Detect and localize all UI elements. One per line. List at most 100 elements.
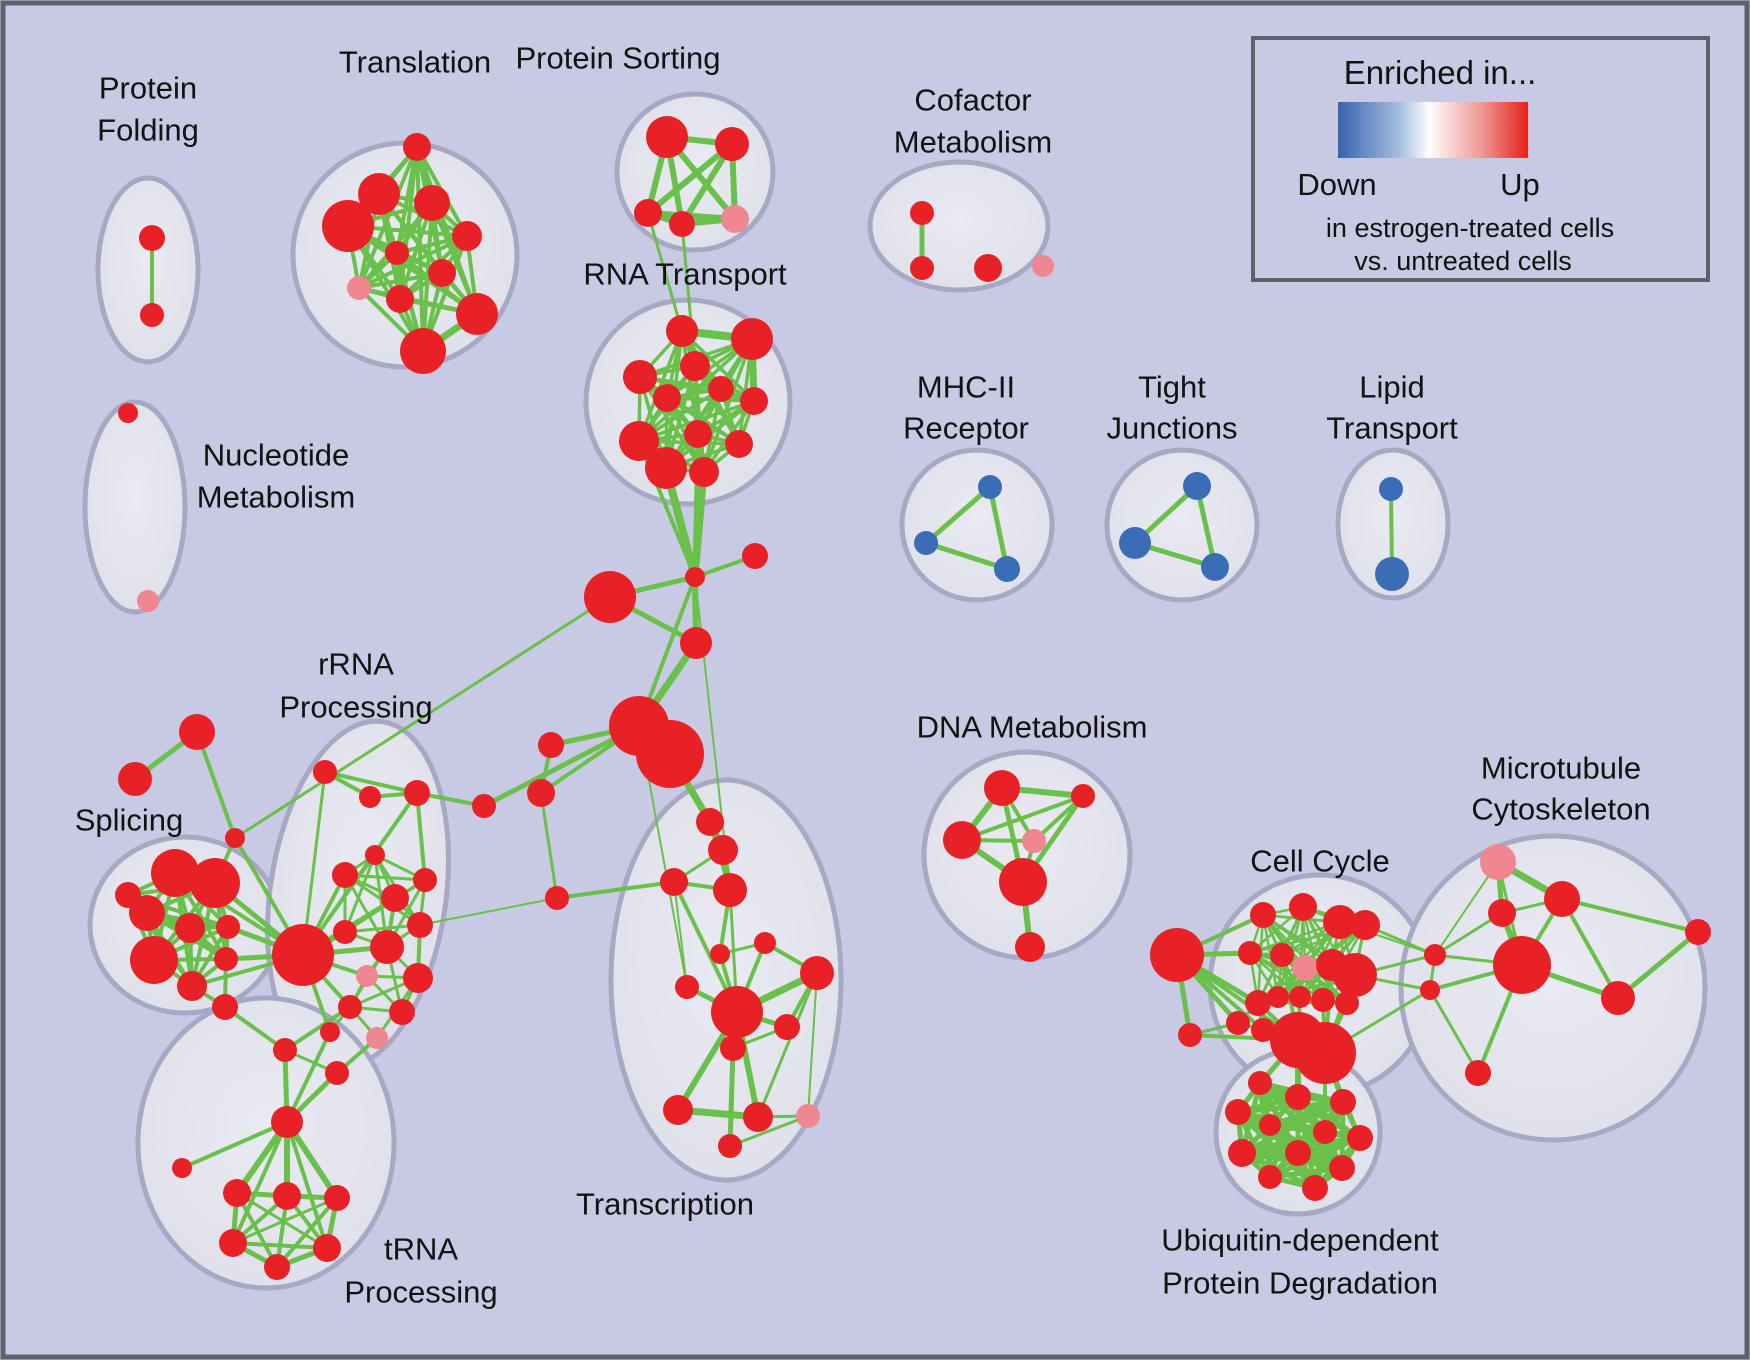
gene-set-node-translation: [414, 185, 450, 221]
cluster-ellipse-cofactor-metabolism: [867, 159, 1051, 293]
edge-rna-transport: [665, 396, 756, 403]
cluster-label-lipid-transport: Lipid: [1359, 370, 1425, 405]
edge-microtubule-cytoskeleton: [1428, 988, 1480, 1075]
edge-intercluster: [692, 431, 701, 580]
gene-set-node-cell-cycle: [1178, 1023, 1202, 1047]
gene-set-node-cell-cycle: [1289, 986, 1311, 1008]
gene-set-node-translation: [428, 259, 456, 287]
edge-microtubule-cytoskeleton: [1560, 897, 1620, 1000]
edge-intercluster: [283, 1005, 352, 1052]
gene-set-node-ubiquitin-degradation: [1329, 1155, 1355, 1181]
gene-set-node-cofactor-metabolism: [910, 256, 934, 280]
gene-set-node-nucleotide-metabolism: [118, 403, 138, 423]
gene-set-node-microtubule-cytoskeleton: [1685, 919, 1711, 945]
legend-caption-line1: in estrogen-treated cells: [1326, 213, 1614, 243]
gene-set-node-transcription: [754, 932, 776, 954]
gene-set-node-rrna-processing: [356, 965, 378, 987]
legend-up-label: Up: [1500, 167, 1540, 202]
gene-set-node-microtubule-cytoskeleton: [1465, 1060, 1491, 1086]
gene-set-node-ubiquitin-degradation: [1347, 1125, 1373, 1151]
gene-set-node-splicing: [216, 915, 240, 939]
gene-set-node-ubiquitin-degradation: [1225, 1099, 1251, 1125]
gene-set-node-cell-cycle: [1333, 953, 1377, 997]
cluster-ellipse-mhc-ii-receptor: [899, 447, 1055, 603]
gene-set-node-ubiquitin-degradation: [1285, 1084, 1311, 1110]
edge-intercluster: [646, 211, 684, 333]
gene-set-node-transcription: [796, 1104, 820, 1128]
edge-intercluster: [419, 897, 558, 926]
gene-set-node-rrna-processing: [381, 884, 409, 912]
gene-set-node-transcription: [720, 1035, 746, 1061]
cluster-label-rrna-processing: Processing: [279, 690, 432, 725]
gene-set-node-lipid-transport: [1375, 557, 1409, 591]
gene-set-node-tight-junctions: [1183, 472, 1211, 500]
gene-set-node-dna-metabolism: [1071, 784, 1095, 808]
gene-set-node-rrna-processing: [413, 868, 437, 892]
edge-mhc-ii-receptor: [987, 484, 1010, 572]
legend-down-label: Down: [1297, 167, 1376, 202]
cluster-label-protein-sorting: Protein Sorting: [515, 41, 720, 76]
gene-set-node-splicing: [214, 947, 238, 971]
gene-set-node-rrna-processing: [338, 995, 362, 1019]
gene-set-node-trna-processing: [325, 1061, 349, 1085]
edge-microtubule-cytoskeleton: [1560, 897, 1700, 934]
gene-set-node-transcription: [743, 1102, 773, 1132]
edge-dna-metabolism: [960, 794, 1085, 842]
gene-set-node-dna-metabolism: [999, 858, 1047, 906]
gene-set-node-protein-sorting: [634, 199, 662, 227]
gene-set-node-rrna-processing: [407, 912, 433, 938]
edge-backbone: [195, 730, 237, 840]
gene-set-node-microtubule-cytoskeleton: [1488, 899, 1516, 927]
gene-set-node-trna-processing: [273, 1182, 301, 1210]
edge-trna-processing: [231, 1196, 339, 1245]
cluster-label-transcription: Transcription: [576, 1187, 754, 1222]
gene-set-node-transcription: [660, 868, 688, 896]
gene-set-node-backbone: [538, 732, 564, 758]
cluster-label-ubiquitin-degradation: Ubiquitin-dependent: [1161, 1223, 1439, 1258]
gene-set-node-tight-junctions: [1119, 527, 1151, 559]
gene-set-node-ubiquitin-degradation: [1248, 1071, 1272, 1095]
gene-set-node-transcription: [710, 944, 730, 964]
gene-set-node-rna-transport: [623, 360, 657, 394]
gene-set-node-trna-processing: [219, 1229, 247, 1257]
gene-set-node-splicing: [212, 994, 238, 1020]
gene-set-node-protein-sorting: [715, 127, 749, 161]
gene-set-node-cell-cycle: [1335, 991, 1359, 1015]
gene-set-node-cell-cycle: [1311, 988, 1335, 1012]
edge-intercluster: [285, 1030, 332, 1124]
gene-set-node-protein-folding: [139, 225, 165, 251]
gene-set-node-backbone: [225, 828, 245, 848]
gene-set-node-rrna-processing: [333, 920, 357, 944]
gene-set-node-splicing: [115, 882, 141, 908]
gene-set-node-translation: [347, 276, 371, 300]
gene-set-node-protein-sorting: [669, 211, 695, 237]
gene-set-node-backbone: [680, 627, 712, 659]
cluster-label-protein-folding: Protein: [99, 71, 197, 106]
edge-trna-processing: [235, 1191, 279, 1269]
gene-set-node-protein-sorting: [646, 116, 688, 158]
gene-set-node-rrna-processing: [272, 924, 334, 986]
cluster-label-trna-processing: Processing: [344, 1275, 497, 1310]
gene-set-node-translation: [400, 328, 446, 374]
gene-set-node-cofactor-metabolism: [1032, 255, 1054, 277]
cluster-label-splicing: Splicing: [75, 803, 184, 838]
cluster-label-ubiquitin-degradation: Protein Degradation: [1162, 1266, 1438, 1301]
gene-set-node-rna-transport: [684, 420, 712, 448]
edge-trna-processing: [180, 1120, 289, 1170]
gene-set-node-translation: [385, 241, 409, 265]
gene-set-node-transcription: [663, 1095, 693, 1125]
gene-set-node-ubiquitin-degradation: [1330, 1089, 1356, 1115]
cluster-label-tight-junctions: Junctions: [1107, 411, 1238, 446]
cluster-label-lipid-transport: Transport: [1326, 411, 1458, 446]
gene-set-node-transcription: [713, 873, 747, 907]
gene-set-node-transcription: [774, 1014, 800, 1040]
gene-set-node-rna-transport: [619, 421, 659, 461]
gene-set-node-transcription: [711, 986, 763, 1038]
edge-mhc-ii-receptor: [923, 484, 993, 546]
gene-set-node-microtubule-cytoskeleton: [1544, 881, 1580, 917]
gene-set-node-transcription: [708, 835, 738, 865]
gene-set-node-cell-cycle: [1350, 910, 1380, 940]
edge-transcription: [727, 1045, 736, 1149]
cluster-label-cofactor-metabolism: Metabolism: [894, 125, 1053, 160]
